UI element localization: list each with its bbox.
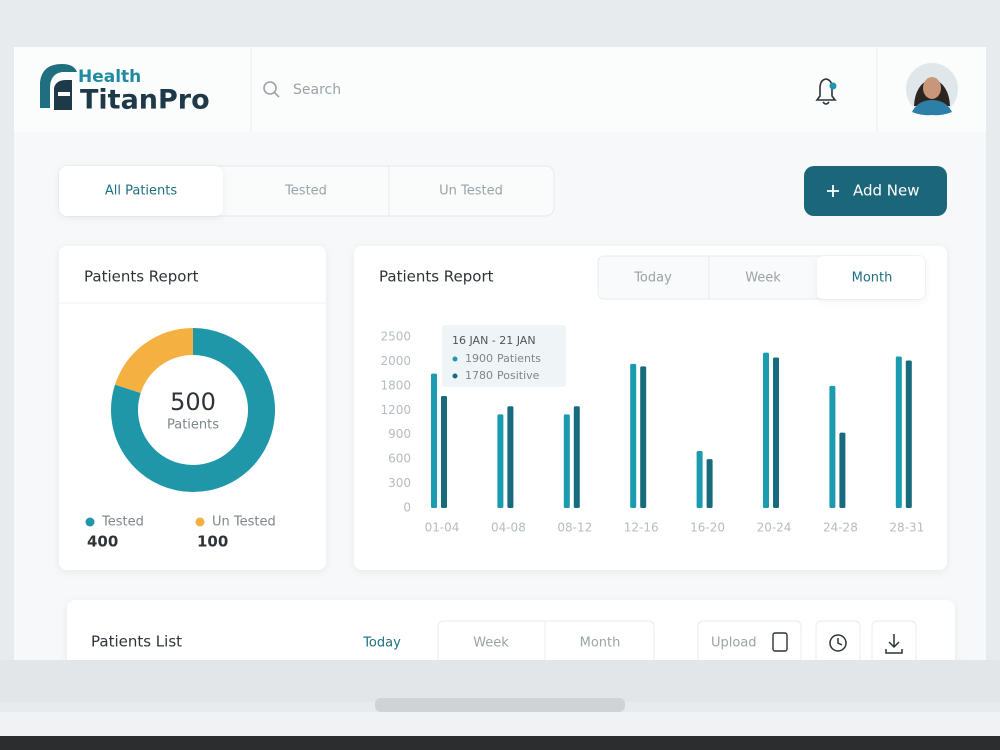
bar (431, 373, 437, 508)
tab[interactable]: Un Tested (439, 184, 503, 199)
bar (507, 406, 514, 508)
download-icon (885, 634, 903, 654)
history-icon (837, 638, 843, 646)
notification-bell[interactable] (815, 78, 837, 105)
y-tick-label: 900 (388, 427, 411, 441)
upload-button[interactable] (697, 620, 802, 665)
tab[interactable]: Tested (284, 184, 327, 199)
avatar[interactable] (906, 63, 958, 116)
bar (573, 406, 580, 508)
legend-dot (195, 517, 205, 527)
tooltip-dot (452, 373, 458, 379)
period-option[interactable]: Week (745, 271, 781, 286)
search-input[interactable]: Search (293, 82, 341, 98)
period-option[interactable]: Month (580, 636, 621, 651)
laptop-edge (0, 736, 1000, 750)
logo (40, 64, 77, 110)
search-icon (263, 81, 280, 98)
legend-value: 100 (197, 533, 228, 551)
upload-label[interactable]: Upload (711, 636, 757, 651)
bar (563, 414, 570, 508)
y-tick-label: 1200 (380, 403, 411, 417)
y-tick-label: 2000 (380, 354, 411, 368)
bar (696, 451, 703, 508)
bar (773, 357, 779, 508)
y-tick-label: 2500 (380, 330, 411, 344)
legend-label: Un Tested (212, 515, 276, 530)
tooltip-value: 1900 (465, 352, 493, 365)
period-toggle (437, 620, 655, 660)
tooltip-value: 1780 (465, 369, 493, 382)
period-active-bg (817, 256, 925, 299)
tooltip-title: 16 JAN - 21 JAN (452, 334, 536, 347)
bar (640, 366, 647, 508)
x-tick-label: 20-24 (757, 521, 792, 535)
period-option[interactable]: Today (362, 636, 401, 651)
tooltip-label: Positive (497, 369, 540, 382)
tooltip (442, 325, 566, 387)
add-button-label[interactable]: Add New (853, 182, 920, 200)
add-button[interactable] (804, 166, 947, 216)
legend-value: 400 (87, 533, 118, 551)
bar (497, 414, 504, 508)
bar (630, 363, 637, 508)
legend-label: Tested (101, 515, 144, 530)
bar (895, 356, 902, 508)
bar (441, 396, 447, 508)
y-tick-label: 600 (388, 452, 411, 466)
donut-center-value: 500 (170, 388, 216, 416)
bar (839, 432, 846, 508)
x-tick-label: 12-16 (624, 521, 659, 535)
donut-center-label: Patients (167, 418, 219, 433)
x-tick-label: 01-04 (425, 521, 460, 535)
x-tick-label: 04-08 (491, 521, 526, 535)
tab-active-bg (59, 166, 223, 216)
bar (763, 352, 769, 508)
x-tick-label: 28-31 (889, 521, 924, 535)
history-icon (829, 634, 847, 652)
card-title: Patients List (91, 633, 182, 651)
legend-dot (85, 517, 95, 527)
card-title: Patients Report (84, 268, 199, 286)
bar (905, 360, 912, 508)
bar (829, 385, 836, 508)
tooltip-label: Patients (497, 352, 541, 365)
laptop-base (0, 712, 1000, 736)
y-tick-label: 0 (403, 501, 411, 515)
plus-icon (827, 185, 839, 197)
donut-segment (115, 328, 194, 394)
tab[interactable]: All Patients (105, 184, 178, 199)
bar (706, 459, 713, 508)
donut-segment (111, 328, 275, 492)
tooltip-dot (452, 356, 458, 362)
x-tick-label: 16-20 (690, 521, 725, 535)
x-tick-label: 24-28 (823, 521, 858, 535)
period-option[interactable]: Week (473, 636, 509, 651)
brand-top: Health (78, 67, 141, 87)
y-tick-label: 1800 (380, 378, 411, 392)
brand-main: TitanPro (80, 85, 210, 116)
upload-icon (772, 632, 788, 652)
card-title: Patients Report (379, 268, 494, 286)
period-option[interactable]: Today (633, 271, 672, 286)
y-tick-label: 300 (388, 476, 411, 490)
donut-card (59, 246, 326, 570)
header (14, 47, 986, 132)
laptop-notch (375, 698, 625, 712)
x-tick-label: 08-12 (557, 521, 592, 535)
laptop-base (0, 660, 1000, 702)
period-option[interactable]: Month (852, 271, 893, 286)
